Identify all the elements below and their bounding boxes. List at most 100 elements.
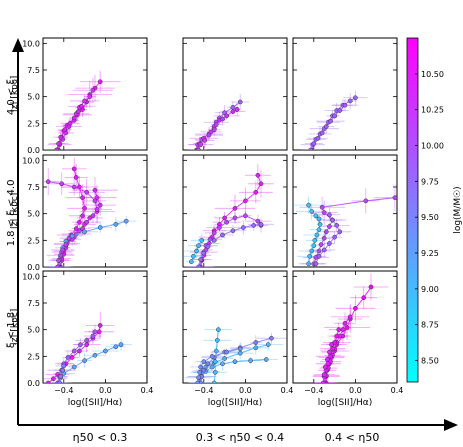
panel-r2-c1: −0.4 0.0 0.4 log([SII]/Hα) — [182, 270, 293, 408]
data-point — [211, 237, 217, 243]
data-point — [363, 198, 369, 204]
series-4 — [185, 343, 252, 383]
data-point — [232, 215, 238, 221]
data-point — [207, 236, 213, 242]
panel-frame — [42, 37, 148, 151]
data-point — [90, 213, 96, 219]
data-point — [316, 227, 322, 233]
data-point — [308, 147, 314, 150]
x-tick-label: 0.0 — [349, 386, 362, 395]
data-point — [353, 305, 358, 311]
data-point — [51, 376, 56, 382]
y-tick-label: 5.0 — [27, 326, 40, 335]
series-1 — [304, 99, 359, 150]
data-point — [76, 109, 81, 114]
data-point — [347, 314, 353, 320]
y-tick-label: 0.0 — [27, 379, 40, 388]
data-point — [243, 198, 248, 204]
y-tick-label: 7.5 — [27, 66, 40, 75]
x-tick-label: 0.4 — [141, 386, 154, 395]
data-point — [313, 261, 319, 267]
data-point — [321, 372, 327, 377]
series-4 — [44, 232, 79, 267]
y-tick-label: 7.5 — [27, 299, 40, 308]
data-point — [82, 358, 87, 363]
data-point — [328, 118, 333, 124]
data-point — [253, 340, 259, 345]
data-point — [258, 181, 264, 187]
data-point — [332, 234, 337, 240]
data-point — [224, 113, 230, 119]
data-point — [243, 213, 248, 219]
y-axis-label: |z| [kpc] — [10, 76, 20, 113]
x-tick-label: −0.4 — [54, 386, 73, 395]
panel-frame — [182, 270, 288, 384]
data-point — [311, 141, 317, 146]
data-point — [307, 253, 312, 259]
col-label-1: 0.3 < η50 < 0.4 — [196, 431, 284, 444]
data-point — [79, 103, 84, 109]
data-point — [84, 337, 90, 343]
panel-r0-c1 — [182, 37, 288, 151]
data-point — [196, 243, 201, 249]
series-3 — [313, 342, 342, 383]
data-point — [94, 195, 100, 201]
panel-data — [185, 325, 287, 383]
data-point — [201, 250, 207, 256]
data-point — [222, 215, 227, 221]
data-point — [392, 195, 397, 201]
series-0 — [52, 157, 102, 267]
data-point — [337, 229, 343, 235]
data-point — [58, 252, 64, 258]
data-point — [205, 361, 211, 367]
data-point — [65, 355, 71, 360]
data-point — [196, 375, 201, 381]
data-point — [321, 247, 327, 253]
data-point — [309, 248, 315, 254]
data-point — [56, 258, 61, 263]
data-point — [71, 364, 77, 370]
panel-frame — [182, 37, 288, 151]
data-point — [353, 95, 358, 101]
data-point — [315, 135, 321, 141]
data-point — [337, 108, 343, 113]
y-tick-label: 5.0 — [27, 93, 40, 102]
data-point — [342, 102, 348, 108]
series-2 — [307, 207, 352, 267]
data-point — [255, 172, 261, 178]
data-point — [327, 212, 332, 218]
panel-data — [43, 312, 132, 383]
data-point — [251, 223, 257, 228]
data-point — [309, 209, 315, 214]
data-point — [222, 110, 227, 116]
data-point — [90, 87, 96, 93]
y-tick-label: 2.5 — [27, 352, 40, 361]
data-point — [327, 349, 332, 355]
panel-r2-c0: −0.4 0.0 0.4 0.0 2.5 5.0 7.5 10.0 log([SII]/Hα) |… — [10, 270, 154, 408]
data-point — [334, 223, 340, 228]
data-point — [213, 348, 219, 354]
series-3 — [51, 362, 73, 383]
data-point — [217, 225, 222, 230]
data-point — [60, 247, 66, 253]
data-point — [77, 219, 82, 225]
data-point — [92, 352, 98, 358]
data-point — [220, 232, 225, 238]
data-point — [97, 323, 103, 328]
data-point — [197, 369, 202, 375]
data-point — [347, 98, 353, 104]
colorbar-ticks: 8.50 8.75 9.00 9.25 9.50 9.75 10.00 10.25 10.50 — [415, 70, 444, 366]
data-point — [330, 217, 335, 223]
data-point — [327, 224, 332, 229]
data-point — [59, 181, 65, 187]
data-point — [94, 207, 100, 212]
data-point — [201, 359, 207, 365]
colorbar-tick-label: 9.00 — [421, 285, 439, 294]
data-point — [368, 284, 374, 290]
x-tick-label: 0.0 — [99, 386, 112, 395]
y-tick-label: 0.0 — [27, 263, 40, 272]
colorbar-tick-label: 10.50 — [421, 70, 444, 79]
data-point — [230, 109, 236, 114]
y-axis-label: |z| [kpc] — [10, 193, 20, 230]
